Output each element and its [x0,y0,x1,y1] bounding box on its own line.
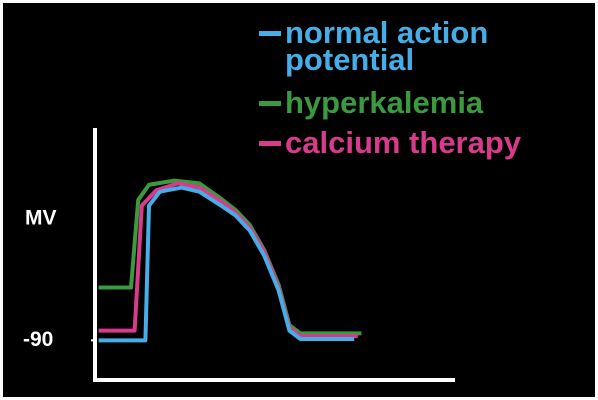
legend-label: normal action potential [285,15,489,77]
chart: MV -90 [23,128,455,382]
legend-entry: hyperkalemia [259,87,590,118]
slide: MV -90 normal action potential hyperkalem… [3,3,595,397]
legend-entry: normal action potential [259,17,590,75]
y-tick-label: -90 [23,328,53,351]
legend-entry: calcium therapy [259,127,590,158]
legend-label: hyperkalemia [285,85,484,120]
legend-swatch [259,31,281,36]
legend-swatch [259,101,281,106]
legend-swatch [259,141,281,146]
legend-label: calcium therapy [285,125,522,160]
y-axis-label: MV [25,207,57,230]
line-series [98,185,355,343]
